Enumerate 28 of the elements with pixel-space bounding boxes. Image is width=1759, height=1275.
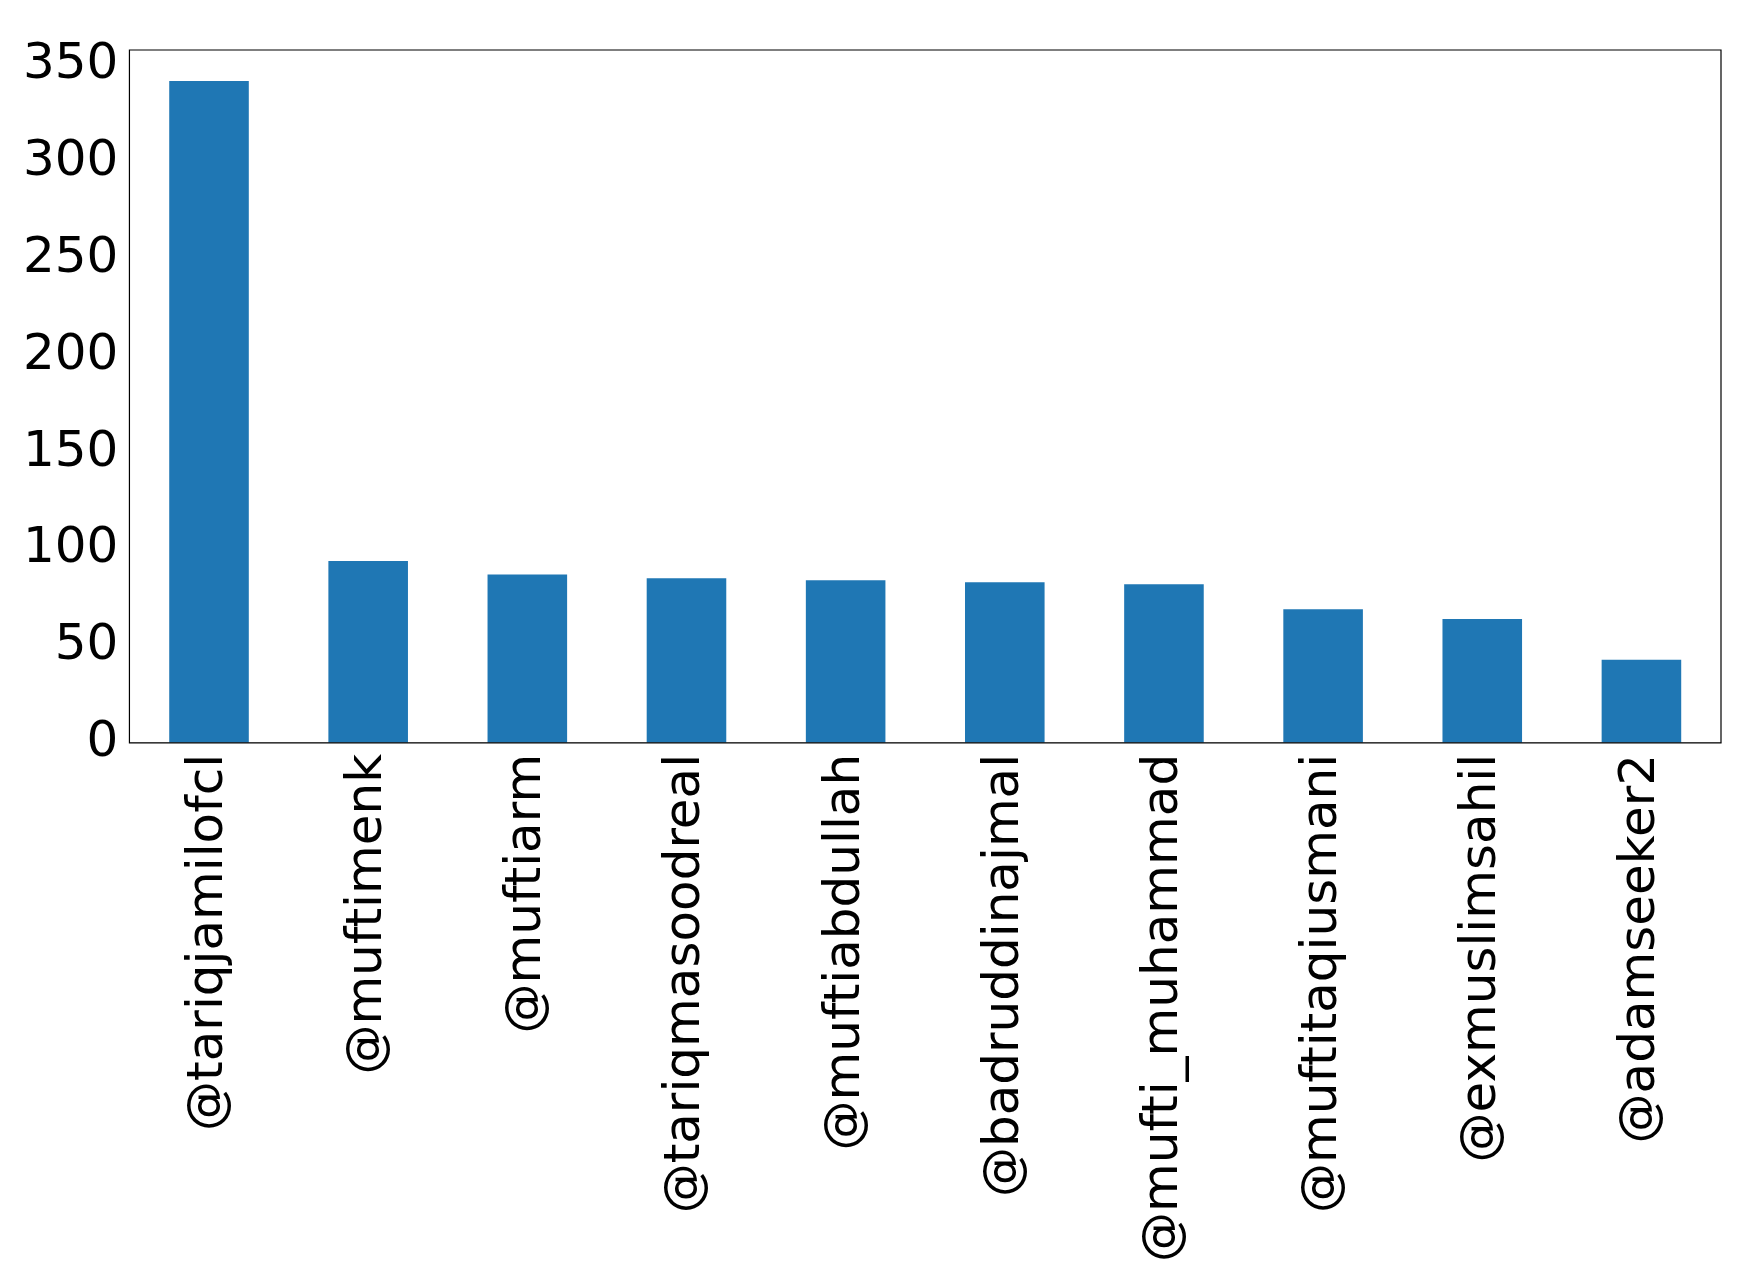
bar [965,582,1045,743]
x-tick-label: @muftiarm [494,753,553,1034]
x-tick-label: @tariqjamilofcl [176,753,234,1131]
y-tick-label: 200 [23,322,119,381]
bar [487,574,568,743]
y-tick-label: 50 [54,613,119,672]
x-tick-label: @muftitaqiusmani [1290,753,1349,1214]
bar [1124,584,1204,743]
x-tick-label: @tariqmasoodreal [653,753,712,1214]
x-tick-label: @mufti_muhammad [1130,753,1189,1263]
y-tick-label: 300 [23,129,119,188]
bar [1442,619,1523,743]
bar [1601,659,1682,743]
bar [1283,609,1363,743]
y-tick-label: 350 [23,32,119,91]
bar [328,560,408,743]
x-tick-label: @muftiabdullah [812,753,871,1151]
x-tick-label: @adamseeker2 [1608,753,1667,1144]
y-tick-label: 250 [23,226,119,285]
y-tick-label: 0 [86,709,119,768]
y-tick-label: 100 [23,516,119,575]
x-tick-label: @muftimenk [335,753,394,1075]
y-tick-label: 150 [23,419,119,478]
x-tick-label: @exmuslimsahil [1449,753,1508,1163]
x-tick-label: @badruddinajmal [971,753,1030,1198]
bar [169,80,249,743]
bar [646,578,727,743]
bar [805,580,886,743]
